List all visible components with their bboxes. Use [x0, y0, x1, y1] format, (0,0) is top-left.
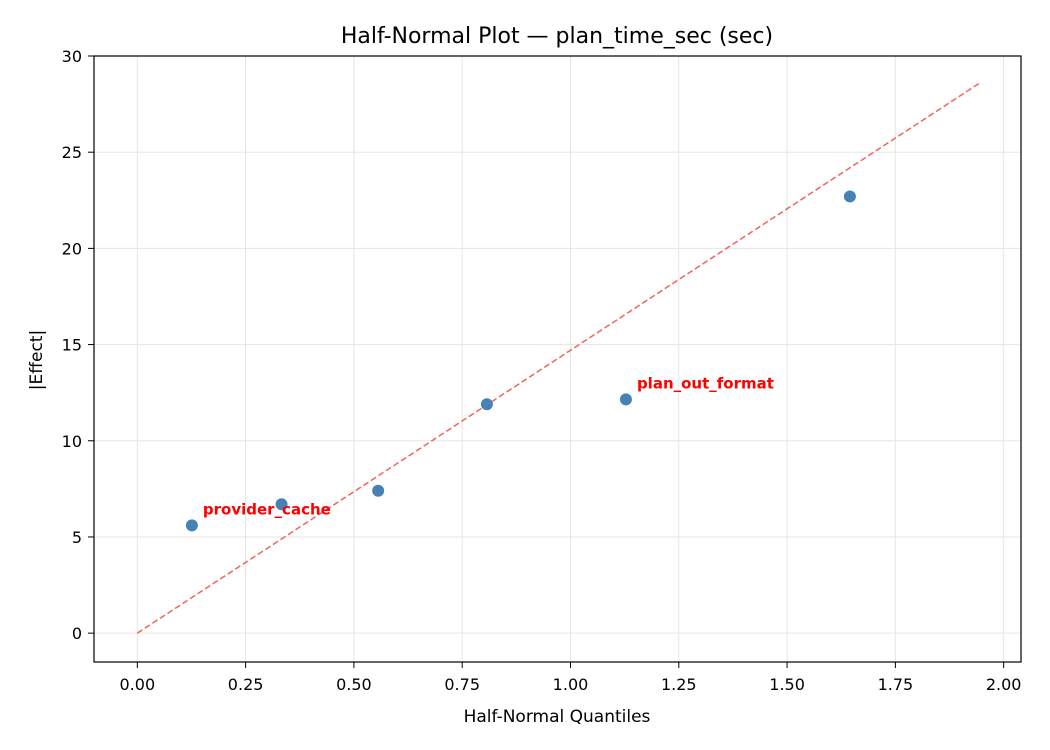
x-tick-label: 1.75 — [878, 675, 914, 694]
plot-area — [93, 55, 1022, 663]
y-axis-ticks: 0 5 10 15 20 25 30 — [62, 47, 94, 643]
x-tick-label: 1.50 — [769, 675, 805, 694]
x-tick-label: 0.00 — [120, 675, 156, 694]
x-axis-label: Half-Normal Quantiles — [464, 707, 651, 727]
data-point — [275, 498, 288, 511]
x-tick-label: 1.25 — [661, 675, 697, 694]
y-axis-label: |Effect| — [27, 330, 47, 390]
y-tick-label: 15 — [62, 336, 82, 355]
data-point — [619, 393, 632, 406]
data-point — [185, 519, 198, 532]
data-point — [372, 484, 385, 497]
data-point — [843, 190, 856, 203]
reference-line — [136, 82, 981, 634]
x-tick-label: 0.50 — [336, 675, 372, 694]
data-points — [185, 190, 856, 532]
y-tick-label: 0 — [72, 624, 82, 643]
grid — [94, 55, 1021, 662]
point-annotation: provider_cache — [203, 500, 331, 518]
annotations: provider_cache plan_out_format — [203, 374, 774, 518]
y-tick-label: 25 — [62, 143, 82, 162]
y-tick-label: 10 — [62, 432, 82, 451]
data-point — [480, 398, 493, 411]
x-tick-label: 0.25 — [228, 675, 264, 694]
point-annotation: plan_out_format — [637, 374, 774, 392]
x-tick-label: 0.75 — [444, 675, 480, 694]
reference-line-layer — [136, 82, 981, 634]
y-tick-label: 5 — [72, 528, 82, 547]
x-axis-ticks: 0.00 0.25 0.50 0.75 1.00 1.25 1.50 1.75 2.00 — [120, 662, 1022, 694]
y-tick-label: 30 — [62, 47, 82, 66]
x-tick-label: 1.00 — [553, 675, 589, 694]
chart-title: Half-Normal Plot — plan_time_sec (sec) — [341, 24, 773, 49]
x-tick-label: 2.00 — [986, 675, 1022, 694]
y-tick-label: 20 — [62, 239, 82, 258]
